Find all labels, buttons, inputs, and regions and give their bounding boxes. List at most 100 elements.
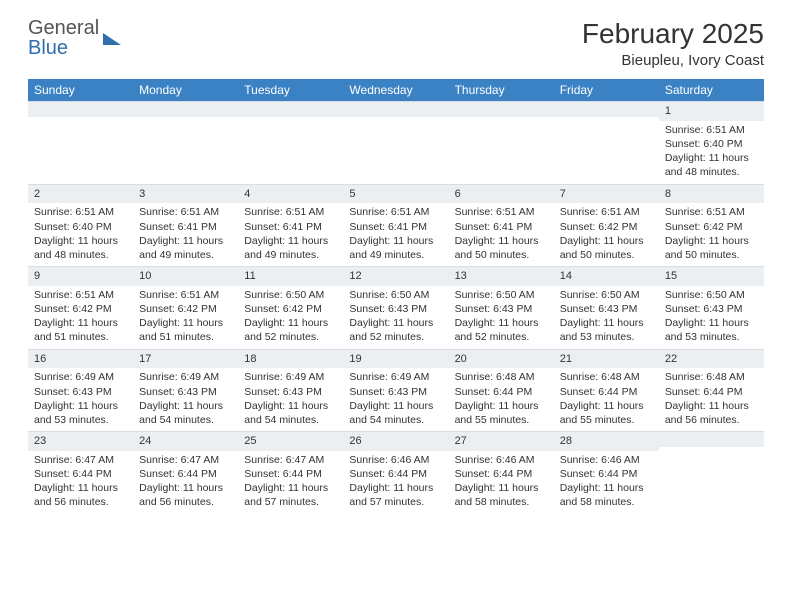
- calendar-day-cell: 16Sunrise: 6:49 AMSunset: 6:43 PMDayligh…: [28, 349, 133, 432]
- day-number: 3: [133, 184, 238, 204]
- day-number: 6: [449, 184, 554, 204]
- weekday-header: Sunday: [28, 79, 133, 101]
- daylight-text: Daylight: 11 hours and 53 minutes.: [560, 316, 653, 344]
- daylight-text: Daylight: 11 hours and 55 minutes.: [455, 399, 548, 427]
- day-number: 7: [554, 184, 659, 204]
- logo: General Blue: [28, 18, 121, 58]
- calendar-day-cell: 24Sunrise: 6:47 AMSunset: 6:44 PMDayligh…: [133, 431, 238, 514]
- sunrise-text: Sunrise: 6:51 AM: [139, 205, 232, 219]
- calendar-day-cell: 25Sunrise: 6:47 AMSunset: 6:44 PMDayligh…: [238, 431, 343, 514]
- sunrise-text: Sunrise: 6:51 AM: [34, 288, 127, 302]
- sunrise-text: Sunrise: 6:49 AM: [139, 370, 232, 384]
- sunset-text: Sunset: 6:43 PM: [349, 385, 442, 399]
- day-number: 1: [659, 101, 764, 121]
- calendar-body: 1Sunrise: 6:51 AMSunset: 6:40 PMDaylight…: [28, 101, 764, 514]
- calendar-page: General Blue February 2025 Bieupleu, Ivo…: [0, 0, 792, 524]
- sunrise-text: Sunrise: 6:51 AM: [34, 205, 127, 219]
- sunrise-text: Sunrise: 6:51 AM: [349, 205, 442, 219]
- sunrise-text: Sunrise: 6:50 AM: [665, 288, 758, 302]
- day-details: Sunrise: 6:46 AMSunset: 6:44 PMDaylight:…: [554, 451, 659, 514]
- day-number: 13: [449, 266, 554, 286]
- calendar-day-cell: 20Sunrise: 6:48 AMSunset: 6:44 PMDayligh…: [449, 349, 554, 432]
- day-number: 23: [28, 431, 133, 451]
- calendar-day-cell: 8Sunrise: 6:51 AMSunset: 6:42 PMDaylight…: [659, 184, 764, 267]
- sunset-text: Sunset: 6:44 PM: [560, 467, 653, 481]
- day-number: 2: [28, 184, 133, 204]
- day-details: Sunrise: 6:51 AMSunset: 6:42 PMDaylight:…: [133, 286, 238, 349]
- sunrise-text: Sunrise: 6:46 AM: [455, 453, 548, 467]
- daylight-text: Daylight: 11 hours and 58 minutes.: [560, 481, 653, 509]
- weekday-header-row: Sunday Monday Tuesday Wednesday Thursday…: [28, 79, 764, 101]
- day-number: 22: [659, 349, 764, 369]
- logo-word2: Blue: [28, 37, 68, 59]
- sunset-text: Sunset: 6:41 PM: [244, 220, 337, 234]
- sunrise-text: Sunrise: 6:46 AM: [349, 453, 442, 467]
- page-header: General Blue February 2025 Bieupleu, Ivo…: [28, 18, 764, 69]
- day-number: 26: [343, 431, 448, 451]
- day-number: 17: [133, 349, 238, 369]
- sunrise-text: Sunrise: 6:51 AM: [560, 205, 653, 219]
- calendar-day-cell: 18Sunrise: 6:49 AMSunset: 6:43 PMDayligh…: [238, 349, 343, 432]
- calendar-day-cell: 15Sunrise: 6:50 AMSunset: 6:43 PMDayligh…: [659, 266, 764, 349]
- day-details: Sunrise: 6:51 AMSunset: 6:40 PMDaylight:…: [28, 203, 133, 266]
- sunrise-text: Sunrise: 6:51 AM: [244, 205, 337, 219]
- weekday-header: Saturday: [659, 79, 764, 101]
- sunset-text: Sunset: 6:41 PM: [349, 220, 442, 234]
- calendar-day-cell: 11Sunrise: 6:50 AMSunset: 6:42 PMDayligh…: [238, 266, 343, 349]
- sunset-text: Sunset: 6:43 PM: [349, 302, 442, 316]
- sunrise-text: Sunrise: 6:47 AM: [244, 453, 337, 467]
- weekday-header: Wednesday: [343, 79, 448, 101]
- sunset-text: Sunset: 6:44 PM: [560, 385, 653, 399]
- calendar-week-row: 9Sunrise: 6:51 AMSunset: 6:42 PMDaylight…: [28, 266, 764, 349]
- sunrise-text: Sunrise: 6:49 AM: [349, 370, 442, 384]
- day-number: 12: [343, 266, 448, 286]
- calendar-day-cell: 28Sunrise: 6:46 AMSunset: 6:44 PMDayligh…: [554, 431, 659, 514]
- sunrise-text: Sunrise: 6:47 AM: [139, 453, 232, 467]
- sunset-text: Sunset: 6:42 PM: [665, 220, 758, 234]
- daylight-text: Daylight: 11 hours and 54 minutes.: [349, 399, 442, 427]
- weekday-header: Thursday: [449, 79, 554, 101]
- sunrise-text: Sunrise: 6:51 AM: [139, 288, 232, 302]
- day-details: Sunrise: 6:48 AMSunset: 6:44 PMDaylight:…: [659, 368, 764, 431]
- calendar-day-cell: [133, 101, 238, 184]
- day-details: Sunrise: 6:50 AMSunset: 6:43 PMDaylight:…: [449, 286, 554, 349]
- sunset-text: Sunset: 6:43 PM: [665, 302, 758, 316]
- day-number: [449, 101, 554, 117]
- day-number: 24: [133, 431, 238, 451]
- day-details: Sunrise: 6:50 AMSunset: 6:43 PMDaylight:…: [554, 286, 659, 349]
- day-number: [343, 101, 448, 117]
- daylight-text: Daylight: 11 hours and 49 minutes.: [139, 234, 232, 262]
- calendar-day-cell: 19Sunrise: 6:49 AMSunset: 6:43 PMDayligh…: [343, 349, 448, 432]
- calendar-week-row: 2Sunrise: 6:51 AMSunset: 6:40 PMDaylight…: [28, 184, 764, 267]
- weekday-header: Monday: [133, 79, 238, 101]
- daylight-text: Daylight: 11 hours and 49 minutes.: [244, 234, 337, 262]
- calendar-day-cell: [554, 101, 659, 184]
- sunset-text: Sunset: 6:44 PM: [139, 467, 232, 481]
- calendar-day-cell: 1Sunrise: 6:51 AMSunset: 6:40 PMDaylight…: [659, 101, 764, 184]
- day-details: Sunrise: 6:49 AMSunset: 6:43 PMDaylight:…: [238, 368, 343, 431]
- daylight-text: Daylight: 11 hours and 56 minutes.: [665, 399, 758, 427]
- daylight-text: Daylight: 11 hours and 52 minutes.: [244, 316, 337, 344]
- sunset-text: Sunset: 6:41 PM: [455, 220, 548, 234]
- day-number: [554, 101, 659, 117]
- day-details: Sunrise: 6:51 AMSunset: 6:41 PMDaylight:…: [133, 203, 238, 266]
- daylight-text: Daylight: 11 hours and 53 minutes.: [665, 316, 758, 344]
- day-details: Sunrise: 6:49 AMSunset: 6:43 PMDaylight:…: [343, 368, 448, 431]
- day-number: 25: [238, 431, 343, 451]
- sunrise-text: Sunrise: 6:51 AM: [665, 205, 758, 219]
- sunset-text: Sunset: 6:44 PM: [455, 385, 548, 399]
- calendar-day-cell: 22Sunrise: 6:48 AMSunset: 6:44 PMDayligh…: [659, 349, 764, 432]
- daylight-text: Daylight: 11 hours and 57 minutes.: [244, 481, 337, 509]
- day-details: Sunrise: 6:49 AMSunset: 6:43 PMDaylight:…: [133, 368, 238, 431]
- daylight-text: Daylight: 11 hours and 50 minutes.: [665, 234, 758, 262]
- day-number: 4: [238, 184, 343, 204]
- month-title: February 2025: [582, 18, 764, 50]
- day-number: [133, 101, 238, 117]
- title-block: February 2025 Bieupleu, Ivory Coast: [582, 18, 764, 69]
- logo-triangle-icon: [103, 33, 121, 45]
- sunrise-text: Sunrise: 6:51 AM: [665, 123, 758, 137]
- day-details: Sunrise: 6:51 AMSunset: 6:40 PMDaylight:…: [659, 121, 764, 184]
- calendar-day-cell: 12Sunrise: 6:50 AMSunset: 6:43 PMDayligh…: [343, 266, 448, 349]
- calendar-day-cell: [659, 431, 764, 514]
- sunset-text: Sunset: 6:40 PM: [34, 220, 127, 234]
